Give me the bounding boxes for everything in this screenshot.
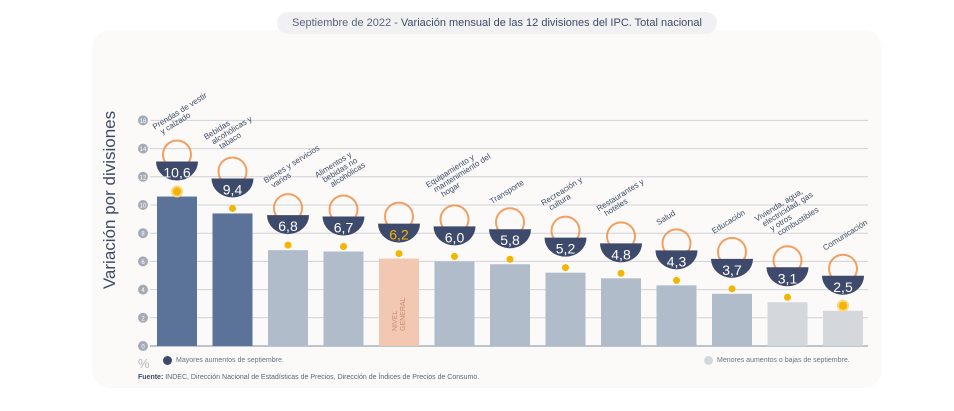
value-badge xyxy=(156,161,198,181)
value-label: 3,7 xyxy=(722,262,742,278)
title-text: Variación mensual de las 12 divisiones d… xyxy=(400,17,702,29)
y-tick-label: 10 xyxy=(140,204,147,210)
value-badge xyxy=(544,237,587,257)
value-badge xyxy=(211,178,254,198)
bar xyxy=(434,261,475,346)
legend-menores: Menores aumentos o bajas de septiembre. xyxy=(704,356,850,365)
value-badge xyxy=(322,216,365,236)
y-unit: % xyxy=(138,356,150,371)
category-label: Comunicación xyxy=(821,218,869,253)
value-marker xyxy=(837,299,849,312)
value-label: 6,2 xyxy=(389,227,409,243)
y-tick-marker xyxy=(138,143,148,154)
value-marker xyxy=(784,293,791,301)
value-marker xyxy=(506,255,514,263)
value-label: 4,8 xyxy=(611,246,631,262)
category-label: Recreación ycultura xyxy=(540,175,589,214)
category-label: Salud xyxy=(655,209,677,227)
value-label: 10,6 xyxy=(163,165,190,181)
y-tick-marker xyxy=(138,312,148,323)
bar xyxy=(767,302,808,346)
source-label: Fuente: xyxy=(138,374,164,381)
value-badge xyxy=(711,258,753,278)
category-label: Educación xyxy=(710,208,746,235)
value-label: 4,3 xyxy=(667,253,687,269)
legend-swatch xyxy=(163,356,172,365)
value-marker xyxy=(229,204,236,212)
value-marker xyxy=(340,243,347,251)
value-marker xyxy=(562,264,569,272)
title-date: Septiembre de 2022 xyxy=(292,17,392,29)
y-tick-marker xyxy=(138,228,148,239)
value-label: 2,5 xyxy=(833,279,853,295)
category-label: Prendas de vestiry calzado xyxy=(151,91,213,139)
chart-title: Septiembre de 2022 - Variación mensual d… xyxy=(277,12,717,34)
value-label: 6,8 xyxy=(278,218,298,234)
category-label: Restaurantes yhoteles xyxy=(595,177,650,220)
legend-mayores: Mayores aumentos de septiembre. xyxy=(163,356,284,365)
value-label: 9,4 xyxy=(223,181,243,197)
y-tick-label: 8 xyxy=(141,232,145,238)
title-sep: - xyxy=(391,17,401,29)
y-tick-marker xyxy=(138,284,148,295)
value-label: 5,8 xyxy=(500,232,520,248)
bar xyxy=(157,196,197,346)
bar xyxy=(212,213,253,346)
bar xyxy=(656,285,697,346)
category-label: Transporte xyxy=(488,178,526,206)
value-badge xyxy=(822,275,864,295)
value-marker xyxy=(728,285,736,293)
y-tick-marker xyxy=(138,200,148,210)
value-marker xyxy=(284,241,292,249)
value-label: 6,0 xyxy=(445,229,465,245)
bar xyxy=(545,272,586,346)
value-badge xyxy=(600,243,642,263)
source-note: Fuente: INDEC, Dirección Nacional de Est… xyxy=(138,374,479,381)
legend-swatch xyxy=(704,356,713,365)
source-text: INDEC, Dirección Nacional de Estadística… xyxy=(163,374,480,381)
value-label: 5,2 xyxy=(556,241,576,257)
value-badge xyxy=(267,215,309,235)
y-tick-marker xyxy=(138,256,148,267)
bar xyxy=(823,310,863,346)
bar xyxy=(379,258,419,346)
value-label: 6,7 xyxy=(334,220,354,236)
y-tick-marker xyxy=(138,171,148,182)
value-marker xyxy=(617,269,625,277)
value-marker xyxy=(171,185,183,198)
value-badge xyxy=(655,250,698,270)
y-tick-label: 6 xyxy=(141,260,145,266)
category-label: Alimentos ybebidas noalcohólicas xyxy=(313,147,367,193)
y-tick-label: 14 xyxy=(140,147,147,153)
value-label: 3,1 xyxy=(778,270,798,286)
bar xyxy=(601,278,641,346)
value-badge xyxy=(766,267,809,287)
value-marker xyxy=(673,276,680,284)
y-tick-marker xyxy=(138,115,148,126)
bar xyxy=(490,264,530,346)
nivel-general-label: NIVELGENERAL xyxy=(392,297,407,331)
value-badge xyxy=(378,223,420,243)
bar xyxy=(712,293,752,346)
y-tick-label: 2 xyxy=(141,316,145,322)
y-tick-label: 12 xyxy=(140,175,147,181)
value-marker xyxy=(395,250,403,258)
y-tick-label: 4 xyxy=(141,288,145,294)
category-label: Bebidasalcohólicas ytabaco xyxy=(202,108,257,156)
category-label: Equipamiento ymantenimiento delhogar xyxy=(424,145,496,203)
value-marker xyxy=(451,252,458,260)
legend-label: Menores aumentos o bajas de septiembre. xyxy=(717,357,850,364)
value-badge xyxy=(433,226,476,246)
category-label: Bienes y serviciosvarios xyxy=(262,143,325,191)
bar xyxy=(323,251,364,346)
y-tick-label: 16 xyxy=(140,119,147,125)
legend-label: Mayores aumentos de septiembre. xyxy=(176,357,284,364)
y-tick-label: 0 xyxy=(141,345,145,351)
category-label: Vivienda, agua,electricidad, gasy otrosc… xyxy=(753,183,823,244)
value-badge xyxy=(489,229,531,249)
bar xyxy=(268,250,308,346)
y-tick-marker xyxy=(138,341,148,351)
